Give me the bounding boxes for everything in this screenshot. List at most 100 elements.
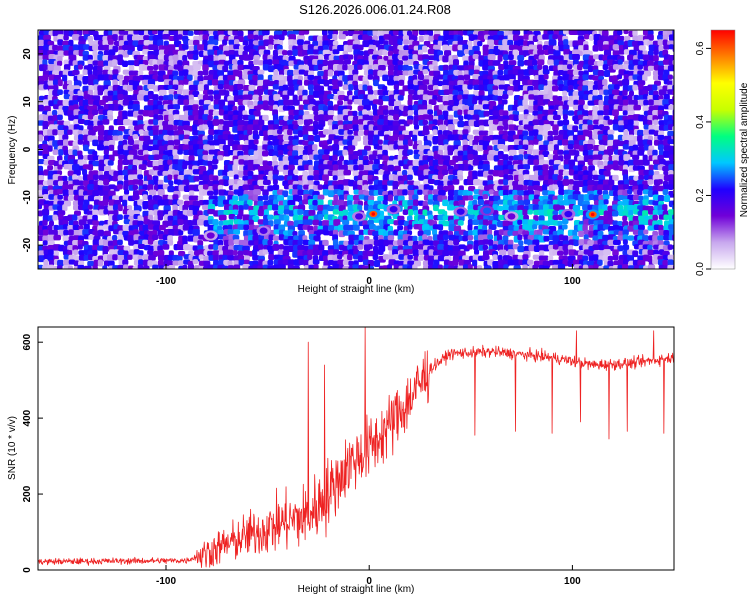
spectrogram-cell <box>627 94 633 101</box>
spectrogram-cell <box>142 74 150 80</box>
spectrogram-cell <box>582 74 589 81</box>
spectrogram-cell <box>382 184 388 191</box>
spectrogram-cell <box>267 214 274 220</box>
spectrogram-cell <box>487 154 495 161</box>
spectrogram-cell <box>57 60 63 67</box>
spectrogram-cell <box>217 200 225 207</box>
spectrogram-cell <box>627 204 636 212</box>
spectrogram-cell <box>137 94 145 101</box>
spectrogram-cell <box>103 65 111 71</box>
spectrogram-cell <box>613 84 620 90</box>
spectrogram-cell <box>63 120 71 126</box>
spectrogram-cell <box>212 74 219 80</box>
spectrogram-cell <box>137 115 144 122</box>
spectrogram-cell <box>87 195 95 202</box>
spectrogram-cell <box>228 219 234 227</box>
spectrogram-cell <box>517 219 523 225</box>
spectrogram-cell <box>557 220 563 227</box>
spectrogram-cell <box>572 204 581 212</box>
spectrogram-cell <box>583 44 589 52</box>
spectrogram-cell <box>273 94 281 101</box>
spectrogram-cell <box>307 175 314 181</box>
spectrogram-cell <box>477 229 484 236</box>
spectrogram-cell <box>622 110 628 116</box>
spectrogram-cell <box>102 55 109 61</box>
spectrogram-cell <box>412 35 418 42</box>
spectrogram-cell <box>367 179 373 185</box>
spectrogram-cell <box>222 74 229 81</box>
spectrogram-cell <box>398 160 405 167</box>
spectrogram-cell <box>152 94 159 101</box>
spectrogram-cell <box>512 79 521 87</box>
spectrogram-cell <box>232 204 239 211</box>
spectrogram-cell <box>422 119 429 125</box>
spectrogram-cell <box>567 244 574 251</box>
spectrogram-cell <box>333 104 340 111</box>
spectrogram-cell <box>152 44 159 52</box>
spectrogram-cell <box>152 35 161 42</box>
spectrogram-cell <box>173 174 179 181</box>
spectrogram-cell <box>407 224 413 230</box>
spectrogram-cell <box>108 154 115 162</box>
spectrogram-cell <box>87 174 95 181</box>
spectrogram-cell <box>317 79 326 85</box>
spectrogram-cell <box>592 89 598 96</box>
spectrogram-cell <box>262 125 270 132</box>
spectrogram-cell <box>517 69 525 76</box>
spectrogram-cell <box>342 164 348 172</box>
spectrogram-cell <box>62 204 68 212</box>
spectrogram-cell <box>387 115 393 122</box>
spectrogram-cell <box>58 149 64 156</box>
spectrogram-cell <box>472 139 479 147</box>
spectrogram-cell <box>262 194 269 201</box>
spectrogram-cell <box>242 145 251 152</box>
spectrogram-cell <box>92 174 99 180</box>
spectrogram-cell <box>132 35 140 42</box>
spectrogram-cell <box>648 175 654 181</box>
spectrogram-cell <box>208 95 214 102</box>
spectrogram-cell <box>52 149 59 155</box>
spectrogram-cell <box>247 235 254 242</box>
spectrogram-cell <box>667 139 674 145</box>
spectrogram-cell <box>502 94 509 100</box>
spectrogram-cell <box>112 234 118 241</box>
spectrogram-cell <box>653 224 660 231</box>
spectrogram-cell <box>52 109 58 116</box>
spectrogram-cell <box>357 130 364 136</box>
spectrogram-cell <box>392 35 398 42</box>
spectrogram-cell <box>242 110 248 116</box>
spectrogram-cell <box>422 239 430 246</box>
spectrogram-cell <box>403 60 409 66</box>
spectrogram-cell <box>377 139 383 145</box>
spectrogram-cell <box>603 170 611 177</box>
spectrogram-cell <box>192 195 199 201</box>
spectrogram-cell <box>102 39 108 46</box>
figure-title: S126.2026.006.01.24.R08 <box>299 2 451 17</box>
spectrogram-cell <box>532 199 541 206</box>
spectrogram-cell <box>138 179 144 187</box>
spectrogram-cell <box>198 99 205 106</box>
spectrogram-cell <box>303 30 310 35</box>
spectrogram-cell <box>187 235 195 242</box>
spectrogram-cell <box>432 159 439 167</box>
spectrogram-cell <box>307 49 315 55</box>
spectrogram-cell <box>193 175 200 182</box>
spectrogram-cell <box>217 184 224 191</box>
spectrogram-cell <box>448 100 455 106</box>
spectrogram-cell <box>283 215 290 221</box>
spectrogram-cell <box>638 184 645 191</box>
spectrogram-cell <box>172 109 180 116</box>
spectrogram-cell <box>447 45 454 51</box>
spectrogram-cell <box>72 214 78 221</box>
spectrogram-cell <box>192 90 200 97</box>
spectrogram-cell <box>653 130 660 137</box>
spectrogram-cell <box>338 194 345 201</box>
spectrogram-cell <box>132 144 140 150</box>
spectrogram-cell <box>432 139 439 145</box>
spectrogram-cell <box>277 209 284 215</box>
spectrogram-cell <box>297 79 303 87</box>
spectrogram-cell <box>407 104 414 111</box>
spectrogram-cell <box>108 249 116 256</box>
spectrogram-cell <box>38 95 45 102</box>
spectrogram-cell <box>147 99 156 107</box>
